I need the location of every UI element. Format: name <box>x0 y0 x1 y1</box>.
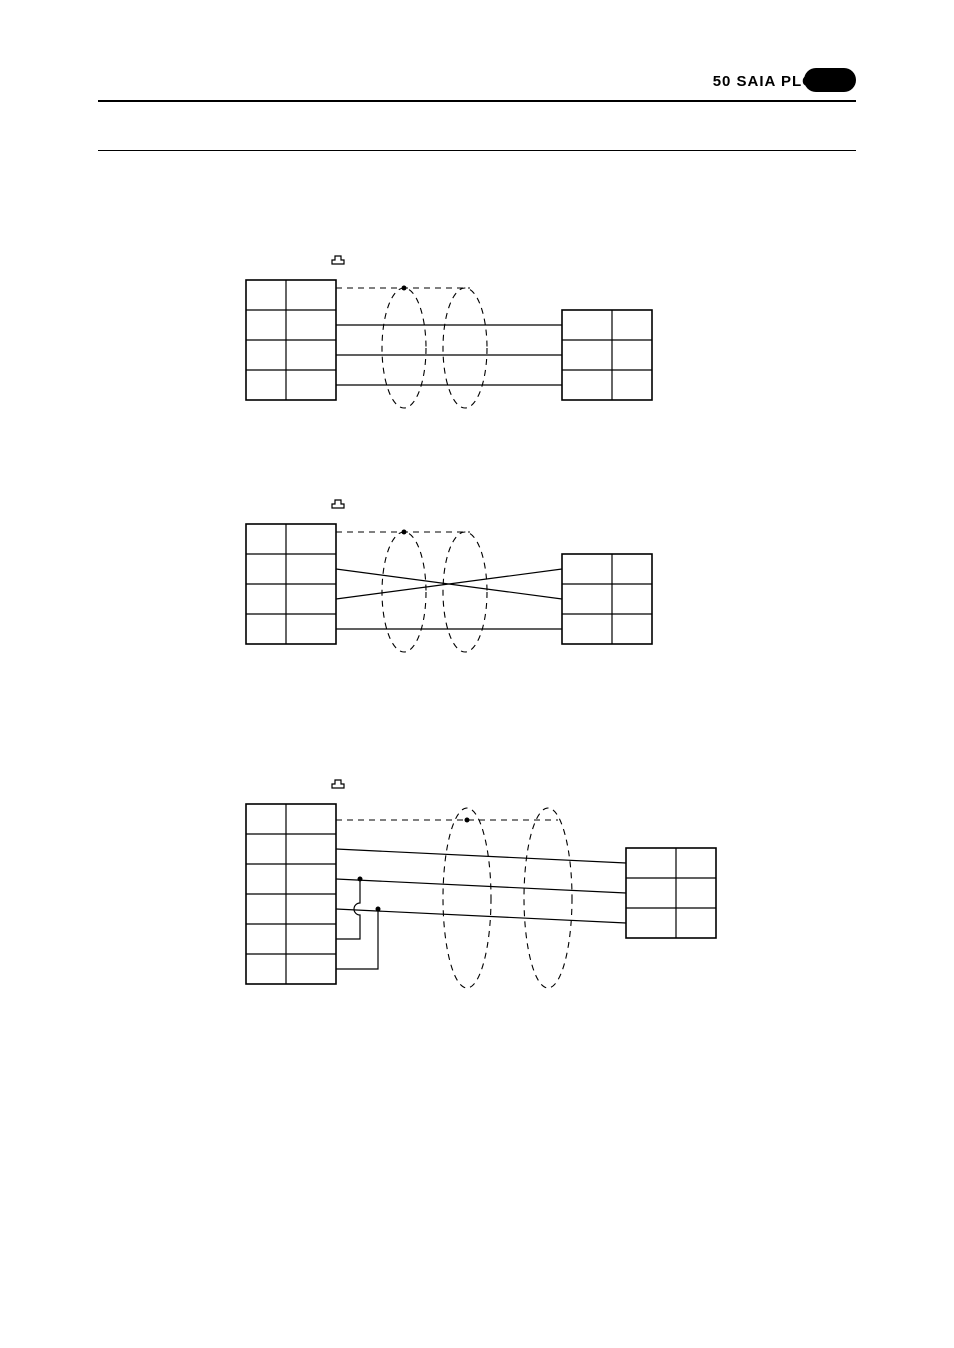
page-root: 50 SAIA PLC <box>0 0 954 1348</box>
wiring-diagrams <box>0 0 954 1348</box>
